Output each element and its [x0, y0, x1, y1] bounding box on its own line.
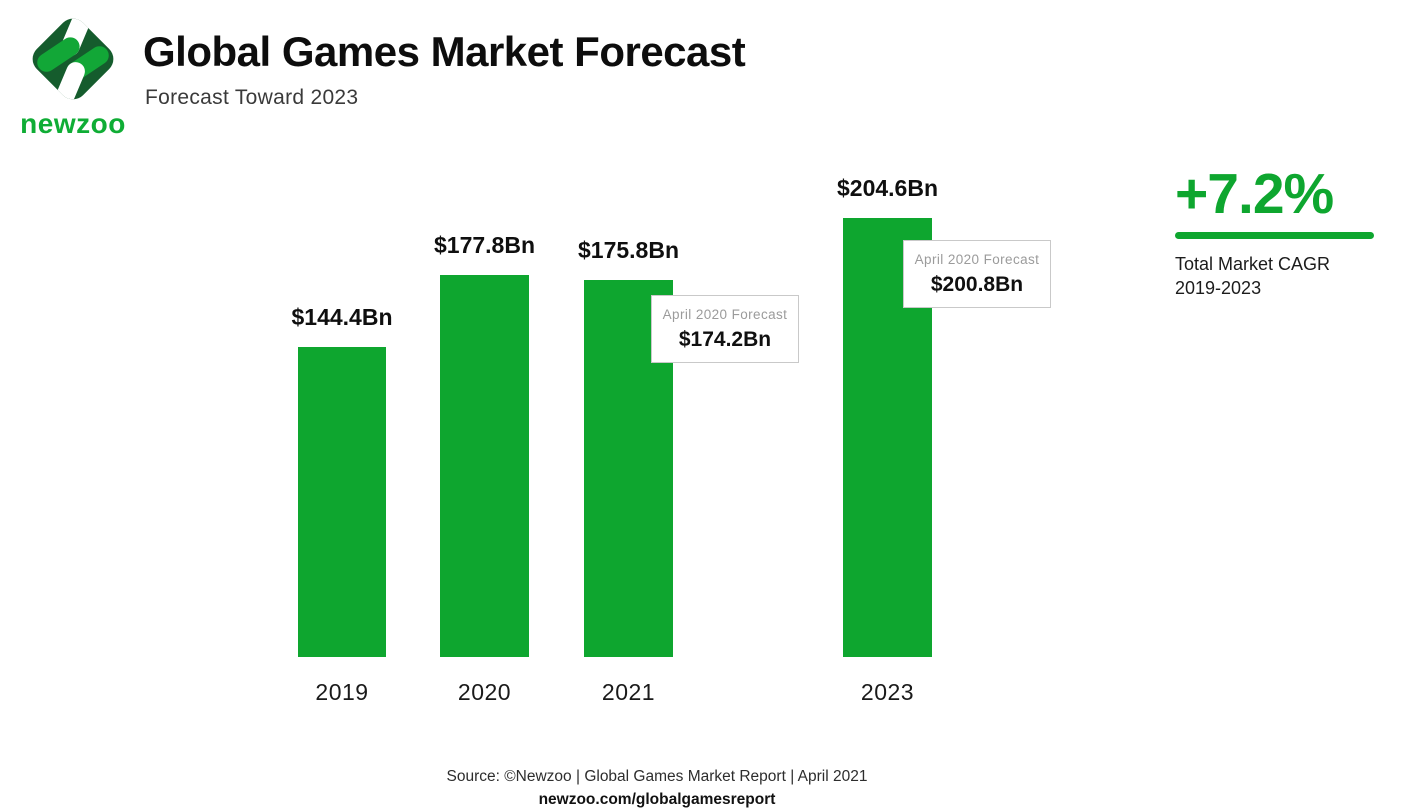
newzoo-wordmark: newzoo	[20, 108, 126, 139]
footer-source-text: Source: ©Newzoo | Global Games Market Re…	[446, 768, 868, 785]
forecast-callout-2021-value: $174.2Bn	[678, 328, 772, 351]
forecast-callout-2021-label: April 2020 Forecast	[662, 307, 788, 322]
forecast-callout-2023: April 2020 Forecast $200.8Bn	[903, 240, 1051, 308]
newzoo-logo-icon	[32, 14, 114, 104]
bar-2019	[298, 347, 386, 657]
bar-group-2019: $144.4Bn 2019	[291, 304, 392, 705]
x-axis-label-2019: 2019	[315, 679, 369, 705]
cagr-caption-line1: Total Market CAGR	[1175, 254, 1331, 274]
footer: Source: ©Newzoo | Global Games Market Re…	[447, 768, 868, 809]
x-axis-label-2020: 2020	[457, 679, 512, 705]
cagr-panel: +7.2% Total Market CAGR 2019-2023	[1175, 166, 1385, 301]
footer-url-text: newzoo.com/globalgamesreport	[538, 791, 776, 808]
forecast-callout-2023-label: April 2020 Forecast	[914, 252, 1040, 267]
forecast-callout-2021: April 2020 Forecast $174.2Bn	[651, 295, 799, 363]
newzoo-logo: newzoo	[12, 6, 134, 140]
x-axis-label-2021: 2021	[601, 679, 656, 705]
bar-2020	[440, 275, 529, 657]
cagr-caption-line2: 2019-2023	[1175, 278, 1262, 299]
bar-group-2020: $177.8Bn 2020	[434, 232, 535, 705]
cagr-caption: Total Market CAGR 2019-2023	[1175, 252, 1385, 301]
bar-value-label-2020: $177.8Bn	[433, 232, 536, 259]
page-title: Global Games Market Forecast	[143, 28, 746, 75]
bar-value-label-2019: $144.4Bn	[291, 304, 393, 330]
forecast-callout-2023-value: $200.8Bn	[930, 273, 1024, 296]
cagr-underline	[1175, 232, 1374, 239]
bar-group-2023: $204.6Bn 2023	[837, 175, 938, 705]
bar-value-label-2021: $175.8Bn	[577, 236, 680, 263]
page-subtitle: Forecast Toward 2023	[145, 86, 359, 109]
x-axis-label-2023: 2023	[860, 679, 915, 705]
cagr-value: +7.2%	[1175, 162, 1334, 226]
bar-value-label-2023: $204.6Bn	[836, 174, 939, 201]
